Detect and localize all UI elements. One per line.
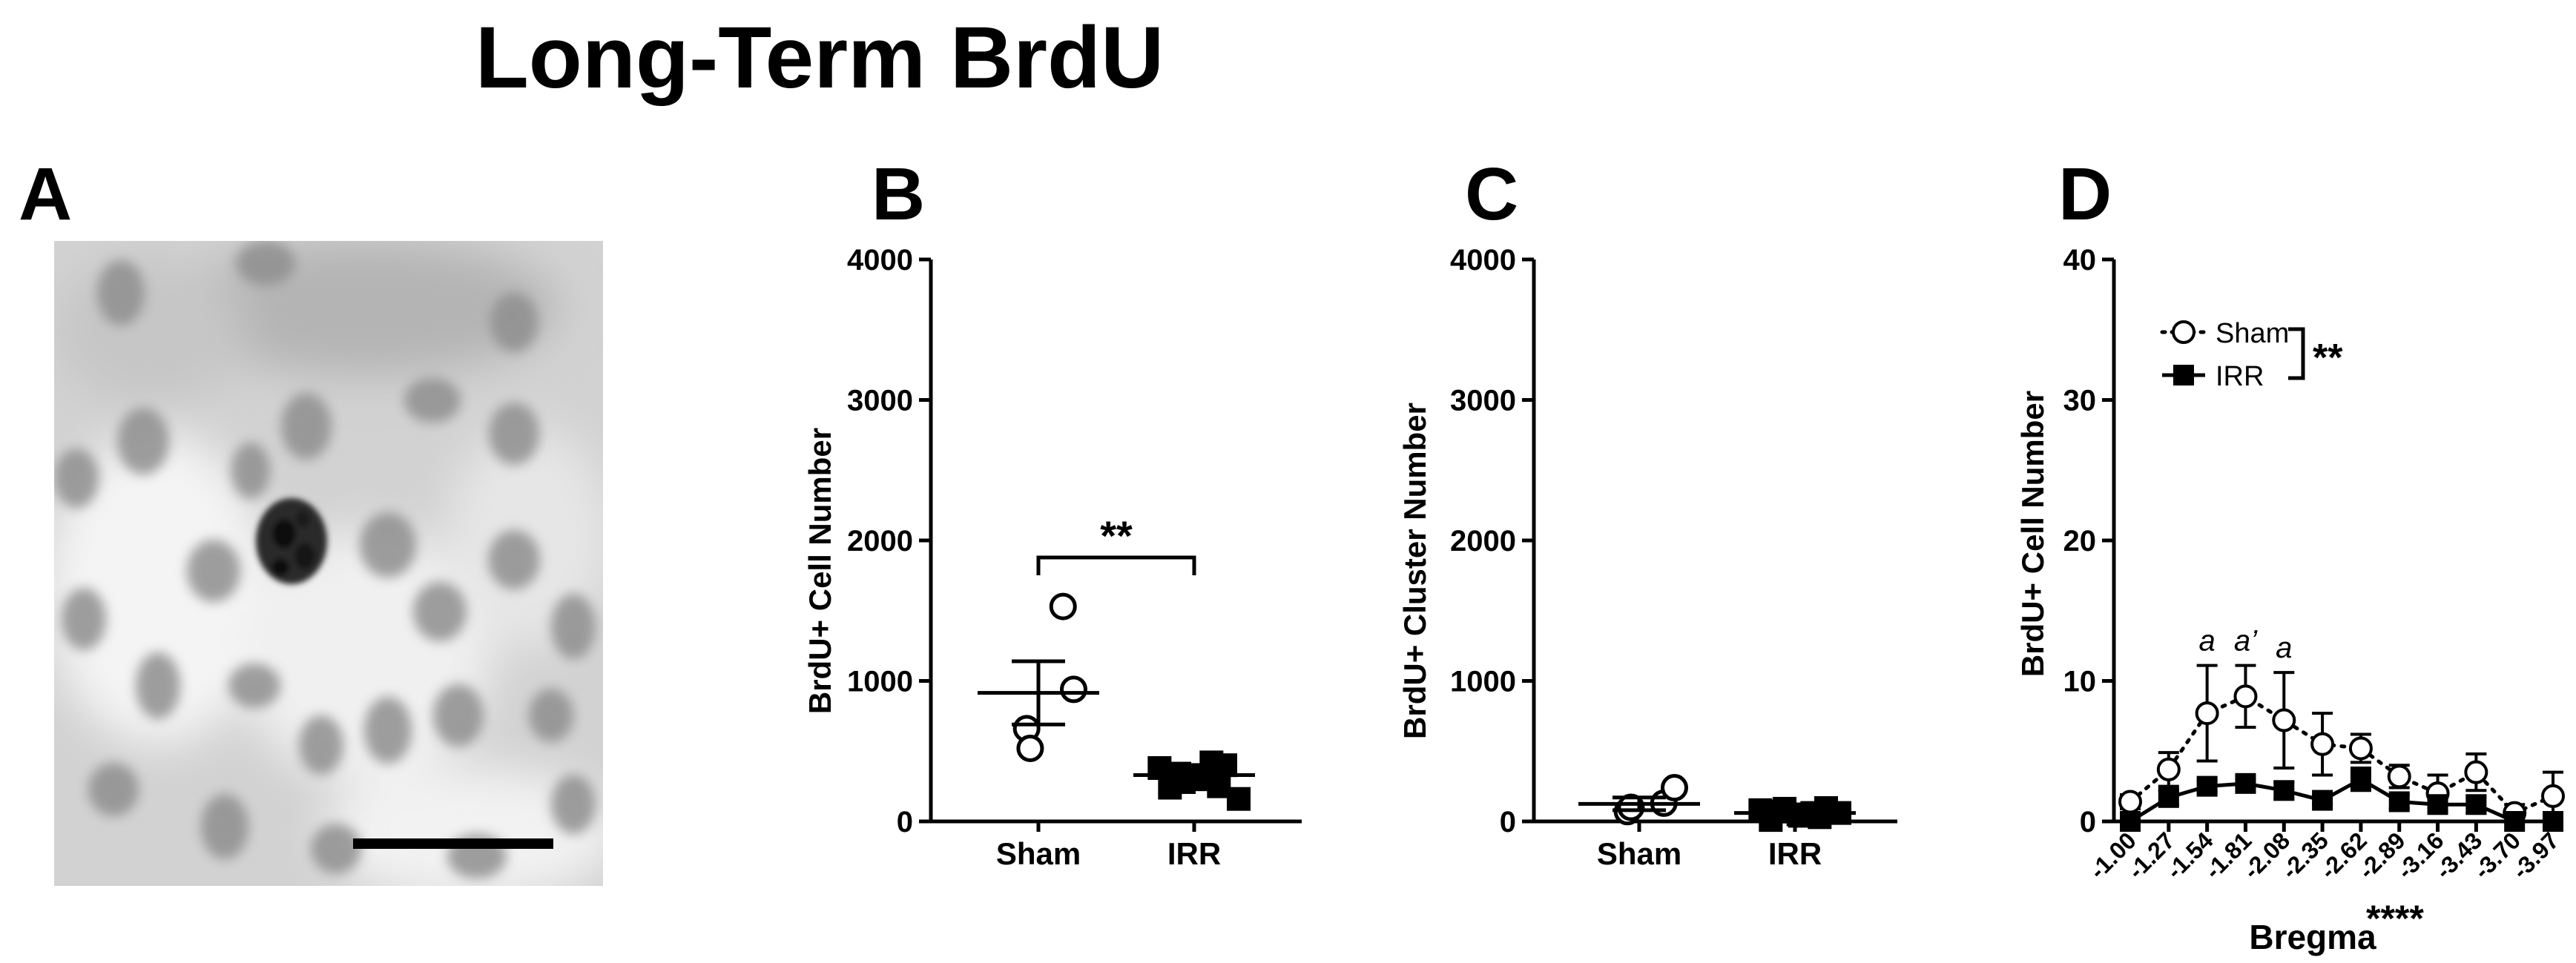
panel-b-significance-label: **	[1100, 512, 1133, 559]
d-legend-label-sham: Sham	[2216, 318, 2289, 349]
d-point-sham	[2156, 757, 2181, 781]
d-annotation-2: a	[2276, 632, 2292, 664]
panel-d-legend-significance: **	[2313, 337, 2343, 380]
panel-b-chart: BrdU+ Cell Number 0 1000 2000 3000 4000 Sham…	[803, 244, 1302, 871]
d-y-tick-label: 10	[2063, 666, 2097, 698]
panel-d-xlabel-significance: ****	[2366, 898, 2424, 939]
d-point-irr	[2427, 794, 2448, 815]
panel-label-d: D	[2058, 153, 2112, 236]
d-line-sham	[2128, 694, 2555, 815]
d-point-sham	[2195, 701, 2219, 726]
d-legend-marker-irr	[2173, 365, 2194, 385]
panel-label-c: C	[1465, 153, 1519, 236]
b-y-tick-label: 0	[897, 806, 913, 838]
figure-title: Long-Term BrdU	[475, 9, 1165, 107]
d-point-sham	[2348, 736, 2373, 761]
c-point-sham	[1661, 774, 1688, 802]
d-point-sham	[2541, 784, 2565, 808]
d-annotation-1: a’	[2234, 625, 2258, 658]
micrograph-image	[54, 241, 603, 886]
c-x-tick-label: Sham	[1597, 836, 1681, 871]
d-point-sham	[2310, 732, 2335, 756]
d-y-tick-label: 30	[2063, 385, 2097, 417]
panel-c-x-axis: Sham IRR	[1534, 819, 1897, 871]
d-point-irr	[2388, 791, 2410, 813]
d-point-sham	[2118, 790, 2142, 814]
d-point-irr	[2504, 811, 2526, 832]
panel-c-chart: BrdU+ Cluster Number 0 1000 2000 3000 4000 S…	[1397, 244, 1897, 871]
b-point-sham	[1049, 592, 1077, 621]
d-point-irr	[2158, 787, 2179, 808]
d-y-tick-label: 20	[2063, 525, 2097, 557]
panel-b-marks	[978, 592, 1255, 811]
d-point-sham	[2233, 684, 2258, 709]
panel-c-marks	[1578, 774, 1856, 833]
c-x-tick-label: IRR	[1768, 836, 1822, 871]
panel-b-x-axis: Sham IRR	[931, 819, 1302, 871]
b-y-tick-label: 3000	[847, 385, 913, 417]
c-y-tick-label: 4000	[1450, 244, 1516, 277]
d-point-sham	[2387, 764, 2411, 789]
panel-d-chart: BrdU+ Cell Number 0 10 20 30 40 -1.00-1.27-1…	[2015, 244, 2565, 956]
d-legend-label-irr: IRR	[2216, 361, 2264, 392]
d-point-irr	[2120, 811, 2141, 832]
panel-d-ylabel: BrdU+ Cell Number	[2015, 391, 2050, 677]
panel-label-b: B	[872, 153, 926, 236]
d-point-irr	[2312, 790, 2333, 811]
d-legend-bracket	[2288, 327, 2305, 380]
b-x-tick-label: IRR	[1167, 836, 1221, 871]
b-bracket-line	[1036, 555, 1196, 575]
b-point-sham	[1060, 675, 1087, 704]
panel-d-series: a a’ a	[2118, 625, 2565, 832]
b-point-irr	[1158, 775, 1182, 800]
panel-c-y-axis: 0 1000 2000 3000 4000	[1450, 244, 1536, 838]
d-point-irr	[2465, 794, 2487, 815]
b-y-tick-label: 1000	[847, 666, 913, 698]
b-y-tick-label: 4000	[847, 244, 913, 277]
c-y-tick-label: 3000	[1450, 385, 1516, 417]
panel-b-significance-bracket	[1036, 555, 1196, 575]
d-point-irr	[2350, 769, 2371, 790]
d-point-sham	[2464, 760, 2488, 784]
c-y-tick-label: 2000	[1450, 525, 1516, 557]
c-y-tick-label: 1000	[1450, 666, 1516, 698]
b-y-tick-label: 2000	[847, 525, 913, 557]
d-y-tick-label: 40	[2063, 244, 2097, 277]
d-point-irr	[2196, 775, 2218, 797]
d-point-sham	[2272, 708, 2296, 732]
b-x-tick-label: Sham	[996, 836, 1081, 871]
c-y-tick-label: 0	[1500, 806, 1516, 838]
panel-d-y-axis: 0 10 20 30 40	[2063, 244, 2116, 838]
panel-d-legend: Sham IRR	[2160, 318, 2305, 392]
scale-bar	[353, 838, 553, 849]
d-y-tick-label: 0	[2080, 806, 2096, 838]
panel-label-a: A	[19, 153, 73, 236]
panel-b-ylabel: BrdU+ Cell Number	[803, 428, 837, 714]
d-point-irr	[2273, 780, 2295, 801]
panel-d-xlabel: Bregma	[2249, 918, 2376, 956]
b-point-irr	[1227, 787, 1251, 811]
d-legend-marker-sham	[2172, 320, 2195, 344]
d-point-irr	[2235, 772, 2256, 794]
b-point-sham	[1016, 734, 1044, 762]
c-point-sham	[1617, 793, 1645, 821]
d-annotation-0: a	[2199, 625, 2216, 658]
panel-b-y-axis: 0 1000 2000 3000 4000	[847, 244, 933, 838]
panel-c-ylabel: BrdU+ Cluster Number	[1397, 403, 1432, 739]
panel-d-x-axis: -1.00-1.27-1.54-1.81-2.08-2.35-2.62-2.89…	[2084, 819, 2564, 884]
d-point-irr	[2543, 811, 2563, 832]
d-line-irr	[2128, 777, 2555, 824]
